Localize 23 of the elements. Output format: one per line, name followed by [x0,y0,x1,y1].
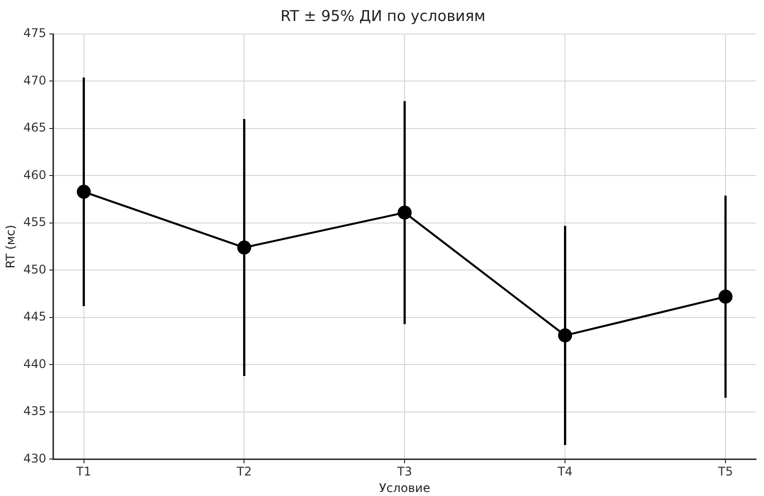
y-tick-label: 450 [23,262,46,276]
y-tick-label: 455 [23,215,46,230]
y-tick-label: 460 [23,168,46,182]
y-tick-label: 435 [23,404,46,418]
x-tick-label: T1 [75,464,92,479]
x-tick-label: T2 [236,464,252,479]
point [718,290,733,304]
x-axis-title: Условие [379,480,430,495]
point [237,240,252,255]
x-tick-label: T5 [717,464,733,479]
y-axis-title: RT (мс) [3,224,18,268]
y-tick-label: 440 [23,356,46,371]
point [558,328,572,342]
point [76,184,91,199]
y-tick-label: 445 [23,310,46,324]
y-tick-label: 470 [23,73,46,88]
y-tick-label: 430 [23,451,46,466]
y-tick-label: 475 [23,26,46,40]
y-tick-label: 465 [23,120,46,135]
x-tick-label: T4 [556,464,573,479]
x-tick-label: T3 [396,464,412,479]
point [398,206,412,220]
chart-title: RT ± 95% ДИ по условиям [280,6,486,25]
